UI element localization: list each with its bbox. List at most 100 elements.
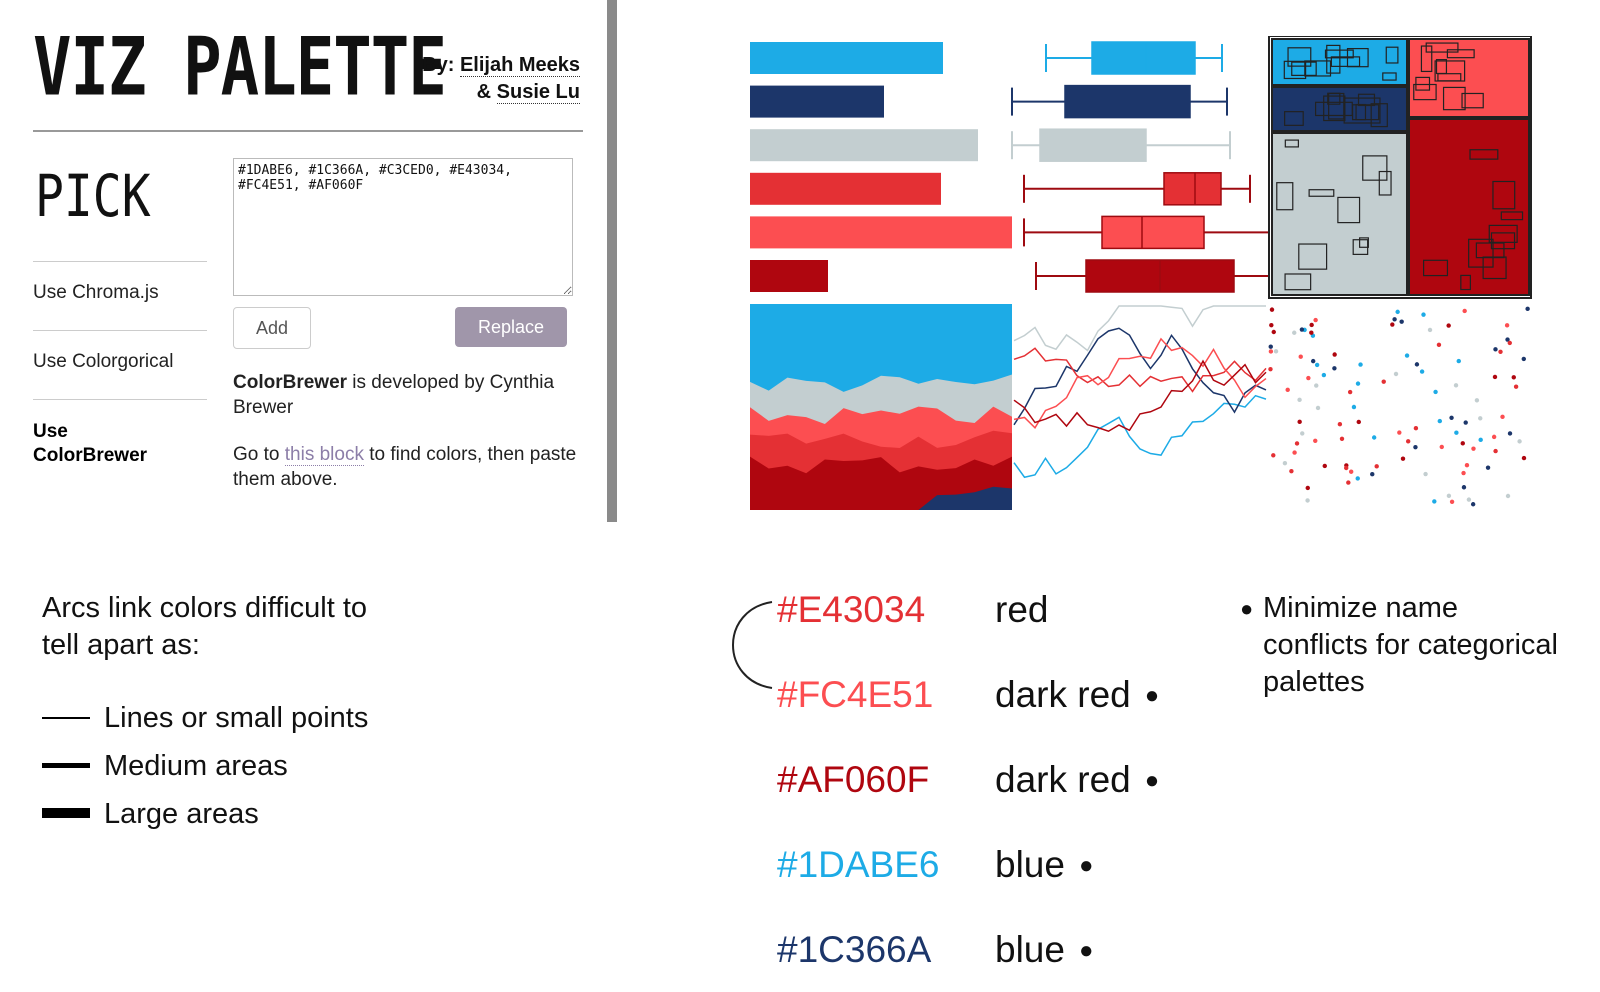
scatter-point (1381, 379, 1386, 384)
treemap-subcell (1378, 170, 1392, 196)
sidebar-item-chroma[interactable]: Use Chroma.js (33, 282, 159, 303)
area-layer (750, 486, 1012, 510)
treemap-subcell (1435, 59, 1448, 75)
treemap-subcell (1423, 259, 1449, 277)
scatter-point (1314, 362, 1320, 368)
goto-prefix: Go to (233, 444, 285, 465)
scatter-point (1299, 327, 1305, 332)
treemap-subcell (1415, 76, 1431, 91)
treemap-subcell (1337, 196, 1361, 224)
scatter-point (1521, 455, 1527, 461)
treemap-subcell (1469, 149, 1499, 160)
scatter-point (1461, 485, 1467, 490)
scatter-point (1321, 372, 1327, 378)
scatter-point (1358, 362, 1363, 367)
panel-divider[interactable] (607, 0, 617, 522)
bullet-icon: ● (1240, 596, 1254, 621)
replace-button[interactable]: Replace (455, 307, 567, 347)
scatter-point (1344, 465, 1349, 471)
scatter-point (1400, 456, 1406, 461)
treemap-subcell (1357, 93, 1376, 107)
preview-box (1039, 128, 1147, 162)
treemap-subcell (1298, 243, 1328, 270)
scatter-point (1446, 323, 1451, 328)
bar-chart-preview (750, 42, 1012, 292)
scatter-point (1305, 485, 1310, 491)
series-line (1013, 347, 1267, 393)
scatter-point (1306, 375, 1311, 381)
scatter-point (1507, 340, 1512, 346)
scatter-point (1297, 419, 1302, 425)
color-name-text: dark red (995, 674, 1131, 715)
sidebar-item-colorgorical[interactable]: Use Colorgorical (33, 351, 174, 372)
treemap-subcell (1500, 211, 1524, 221)
scatter-point (1414, 362, 1420, 367)
scatter-point (1517, 439, 1522, 444)
color-input-textarea[interactable] (233, 158, 573, 296)
author-link-susie[interactable]: Susie Lu (496, 81, 580, 104)
scatter-point (1268, 349, 1274, 354)
color-name-label: blue ● (995, 845, 1093, 886)
this-block-link[interactable]: this block (284, 444, 364, 466)
goto-suffix: to find colors, then paste them above. (233, 444, 577, 490)
scatter-point (1292, 450, 1297, 455)
sidebar-item-colorbrewer[interactable]: Use ColorBrewer (33, 421, 148, 466)
scatter-point (1423, 471, 1428, 477)
treemap-subcell (1304, 60, 1332, 77)
app-title: VIZ PALETTE (33, 21, 447, 115)
byline-author2: & Susie Lu (477, 80, 580, 104)
scatter-point (1313, 317, 1318, 323)
preview-box (1091, 41, 1196, 75)
scatter-point (1348, 469, 1354, 474)
treemap-subcell (1413, 83, 1437, 101)
scatter-point (1449, 415, 1454, 420)
scatter-point (1453, 383, 1459, 388)
scatter-point (1337, 421, 1343, 427)
scatter-point (1446, 493, 1452, 499)
scatter-point (1271, 453, 1276, 458)
treemap-subcell (1492, 180, 1516, 210)
scatter-point (1347, 389, 1353, 395)
treemap-subcell (1475, 242, 1505, 259)
treemap-subcell (1276, 182, 1294, 211)
color-name-text: blue (995, 844, 1065, 885)
treemap-subcell (1308, 189, 1335, 197)
scatter-point (1297, 397, 1302, 403)
section-title-pick: PICK (35, 163, 151, 231)
add-button[interactable]: Add (233, 307, 311, 349)
scatter-point (1405, 439, 1411, 444)
ampersand: & (476, 81, 492, 103)
preview-bar (750, 172, 941, 205)
preview-bar (750, 216, 1012, 249)
scatter-point (1393, 371, 1399, 377)
scatter-point (1464, 462, 1470, 468)
scatter-point (1521, 356, 1526, 362)
color-hex-label: #AF060F (777, 759, 930, 800)
scatter-point (1432, 499, 1437, 504)
scatter-point (1419, 369, 1425, 374)
scatter-point (1505, 337, 1510, 342)
preview-box (1163, 172, 1222, 206)
treemap-subcell (1330, 56, 1361, 67)
palette-preview-charts (750, 36, 1532, 510)
preview-bar (750, 260, 828, 292)
scatter-point (1268, 366, 1273, 372)
treemap-subcell (1460, 274, 1471, 291)
conflict-bullet-icon: ● (1144, 767, 1160, 794)
scatter-point (1399, 319, 1404, 324)
treemap-subcell (1362, 155, 1388, 181)
treemap-subcell (1442, 86, 1466, 111)
scatter-point (1285, 387, 1290, 393)
thick-line-icon (42, 808, 90, 818)
scatter-point (1371, 435, 1377, 440)
scatter-point (1339, 436, 1345, 441)
color-name-label: dark red ● (995, 760, 1159, 801)
scatter-point (1370, 471, 1375, 477)
byline-author1: By: Elijah Meeks (422, 53, 580, 77)
author-link-elijah[interactable]: Elijah Meeks (459, 54, 580, 77)
treemap-subcell (1284, 139, 1299, 148)
scatter-point (1436, 342, 1442, 348)
treemap-subcell (1283, 60, 1307, 80)
arcs-caption: Arcs link colors difficult to tell apart… (42, 592, 368, 661)
scatter-point (1454, 430, 1459, 435)
